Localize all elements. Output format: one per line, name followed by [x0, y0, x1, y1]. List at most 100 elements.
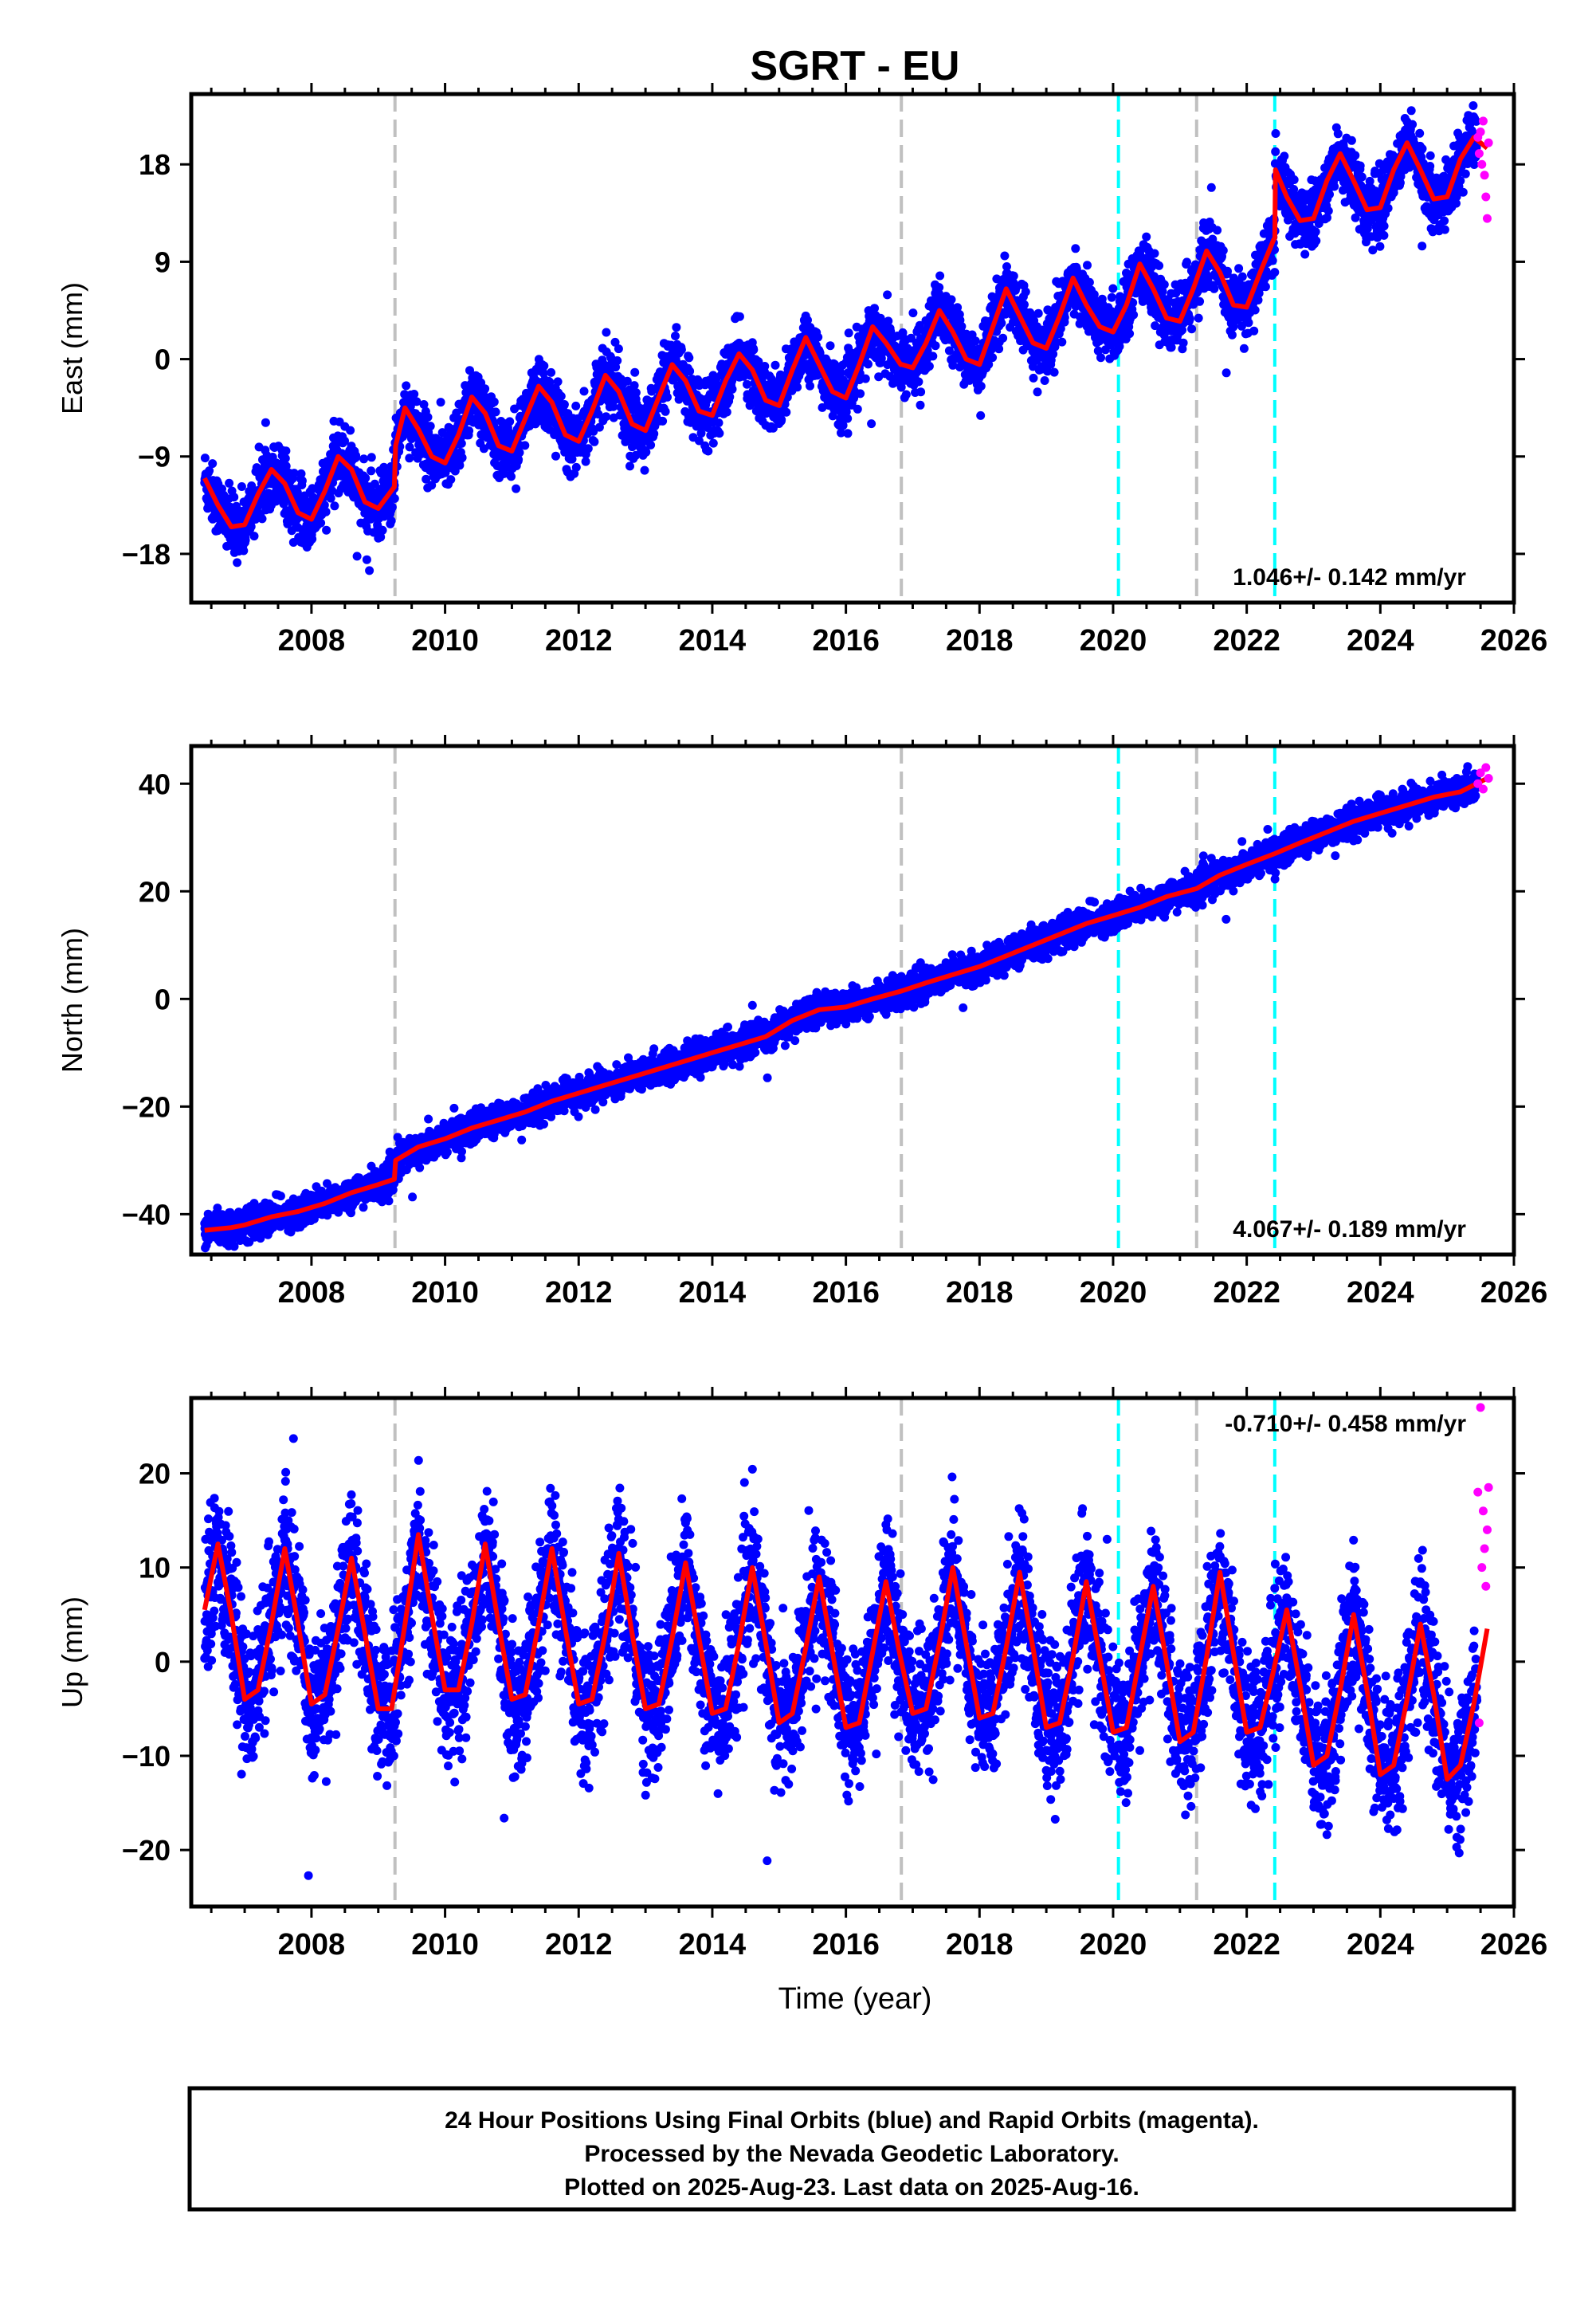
- data-point: [671, 332, 680, 340]
- data-point: [1330, 182, 1339, 191]
- data-point: [743, 379, 751, 389]
- data-point: [280, 454, 290, 463]
- data-point: [326, 493, 335, 503]
- data-point: [694, 436, 704, 446]
- data-point: [818, 403, 827, 412]
- data-point: [1060, 312, 1069, 322]
- data-point: [935, 283, 944, 293]
- data-point: [1239, 344, 1249, 353]
- data-point: [1107, 293, 1116, 302]
- data-point: [410, 390, 419, 399]
- data-point: [814, 332, 823, 342]
- data-point: [714, 418, 723, 427]
- data-point: [1083, 261, 1092, 270]
- data-point: [715, 429, 724, 438]
- data-point: [1311, 227, 1320, 237]
- data-point: [514, 455, 524, 464]
- data-point: [346, 426, 355, 435]
- data-point: [864, 359, 873, 369]
- data-point: [782, 407, 791, 417]
- data-point: [1043, 367, 1053, 376]
- data-point: [441, 468, 450, 477]
- data-point: [1237, 272, 1247, 281]
- data-point: [924, 362, 934, 371]
- data-point: [571, 401, 581, 410]
- data-point: [631, 388, 641, 398]
- data-point: [1271, 129, 1280, 138]
- data-point: [425, 422, 435, 431]
- data-point: [1203, 274, 1213, 283]
- data-point: [867, 419, 876, 429]
- data-point: [559, 400, 569, 409]
- data-point: [916, 400, 925, 410]
- data-point: [465, 426, 474, 435]
- data-point: [457, 453, 467, 462]
- data-point: [1234, 264, 1244, 273]
- data-point: [1323, 206, 1333, 216]
- data-point: [708, 438, 718, 448]
- data-point: [884, 316, 893, 326]
- data-point: [1084, 277, 1094, 287]
- data-point: [1249, 326, 1259, 336]
- data-point: [1051, 338, 1061, 348]
- data-point: [602, 328, 611, 337]
- data-point: [646, 440, 656, 450]
- data-point: [1351, 151, 1360, 160]
- data-point: [594, 410, 603, 419]
- data-point: [908, 308, 918, 318]
- data-point: [870, 304, 879, 313]
- data-point: [843, 414, 853, 423]
- data-point: [874, 372, 884, 382]
- data-point: [491, 407, 500, 417]
- data-point: [556, 391, 566, 401]
- data-point: [247, 481, 257, 490]
- data-point: [641, 447, 651, 457]
- data-point: [1280, 151, 1289, 161]
- data-point: [289, 469, 299, 478]
- data-point: [1261, 282, 1270, 292]
- data-point: [1049, 349, 1058, 359]
- data-point: [841, 407, 851, 417]
- data-point: [1029, 373, 1038, 383]
- data-point: [828, 411, 837, 421]
- data-point: [948, 360, 958, 370]
- data-point: [749, 345, 759, 355]
- data-point: [365, 566, 374, 575]
- data-point: [1182, 257, 1191, 267]
- data-point: [994, 344, 1004, 354]
- data-point: [843, 429, 853, 438]
- data-point: [658, 416, 668, 426]
- data-point: [237, 482, 246, 491]
- data-point: [1365, 176, 1374, 186]
- data-point: [1149, 272, 1159, 281]
- data-point: [512, 484, 521, 493]
- data-point: [1185, 314, 1194, 324]
- data-point: [1213, 226, 1222, 235]
- data-point: [610, 337, 620, 347]
- data-point: [1237, 321, 1246, 331]
- data-point: [725, 392, 735, 402]
- data-point: [281, 446, 291, 456]
- data-point: [229, 493, 239, 502]
- data-point: [825, 341, 835, 351]
- data-point: [208, 459, 218, 469]
- data-point: [359, 454, 369, 464]
- data-point: [1300, 249, 1310, 259]
- data-point: [1034, 352, 1044, 362]
- data-point: [1289, 175, 1299, 184]
- data-point: [225, 478, 234, 488]
- data-point: [1323, 213, 1331, 222]
- data-point: [876, 354, 886, 363]
- data-point: [1187, 324, 1197, 334]
- data-point: [233, 558, 242, 567]
- data-point: [1325, 190, 1334, 199]
- data-point: [386, 516, 396, 525]
- data-point: [1020, 300, 1029, 309]
- data-point: [200, 454, 210, 463]
- data-point: [777, 415, 786, 424]
- data-point: [539, 361, 549, 371]
- data-point: [696, 429, 706, 438]
- data-point: [351, 451, 361, 460]
- data-point: [997, 318, 1006, 328]
